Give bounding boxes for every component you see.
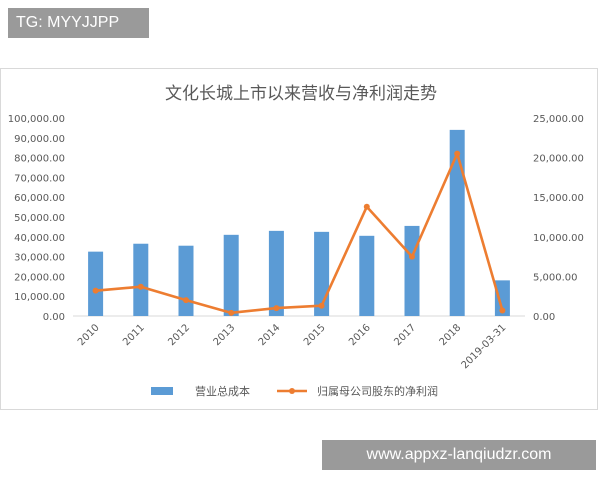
x-tick-label: 2017 [392, 322, 418, 348]
legend-label-line: 归属母公司股东的净利润 [317, 384, 438, 398]
left-tick-label: 70,000.00 [14, 173, 65, 184]
right-tick-label: 10,000.00 [533, 233, 584, 244]
right-tick-label: 5,000.00 [533, 272, 578, 283]
chart-title: 文化长城上市以来营收与净利润走势 [165, 84, 437, 104]
net-profit-line [95, 152, 504, 315]
x-tick-label: 2012 [166, 322, 192, 348]
bar [223, 234, 239, 316]
line-point [499, 307, 506, 314]
line-series [92, 150, 506, 316]
bar [178, 245, 194, 316]
line-point [92, 287, 99, 294]
line-point [363, 203, 370, 210]
x-tick-label: 2010 [76, 322, 102, 348]
legend-swatch-bar [151, 387, 173, 395]
tag-label: TG: MYYJJPP [8, 8, 149, 38]
legend-marker-line [289, 388, 295, 394]
left-tick-label: 0.00 [43, 312, 65, 323]
left-tick-label: 10,000.00 [14, 292, 65, 303]
line-point [228, 309, 235, 316]
bar [404, 225, 420, 316]
left-tick-label: 20,000.00 [14, 272, 65, 283]
chart-frame: 文化长城上市以来营收与净利润走势 0.00 10,000.00 20,000.00 3… [0, 68, 598, 410]
x-tick-label: 2016 [347, 322, 373, 348]
left-tick-label: 60,000.00 [14, 193, 65, 204]
left-tick-label: 90,000.00 [14, 134, 65, 145]
bar [359, 235, 375, 316]
line-point [183, 297, 189, 304]
bar [494, 280, 510, 316]
right-tick-label: 25,000.00 [533, 114, 584, 125]
left-tick-label: 50,000.00 [14, 213, 65, 224]
right-tick-label: 20,000.00 [533, 154, 584, 165]
line-point [318, 302, 325, 309]
x-tick-label: 2019-03-31 [460, 322, 509, 371]
bar [88, 251, 104, 316]
x-tick-label: 2013 [212, 322, 238, 348]
line-point [273, 305, 280, 312]
right-tick-label: 15,000.00 [533, 193, 584, 204]
left-tick-label: 30,000.00 [14, 253, 65, 264]
right-tick-label: 0.00 [533, 312, 555, 323]
bar [268, 230, 284, 316]
x-axis: 2010 2011 2012 2013 2014 2015 2016 2017 20182019… [76, 322, 509, 371]
left-tick-label: 100,000.00 [8, 114, 65, 125]
legend: 营业总成本 归属母公司股东的净利润 [151, 384, 438, 398]
left-tick-label: 40,000.00 [14, 233, 65, 244]
combo-chart: 文化长城上市以来营收与净利润走势 0.00 10,000.00 20,000.00 3… [8, 84, 584, 398]
line-point [137, 283, 144, 290]
bar-series [88, 129, 510, 316]
watermark: www.appxz-lanqiudzr.com [322, 440, 596, 470]
bar [449, 129, 465, 316]
left-tick-label: 80,000.00 [14, 154, 65, 165]
right-axis: 0.00 5,000.00 10,000.00 15,000.00 20,000.00 2… [533, 114, 584, 323]
legend-label-bar: 营业总成本 [195, 384, 250, 398]
x-tick-label: 2011 [121, 322, 147, 348]
left-axis: 0.00 10,000.00 20,000.00 30,000.00 40,000.00… [8, 114, 65, 323]
bar [133, 243, 149, 316]
x-tick-label: 2014 [257, 322, 283, 348]
x-tick-label: 2018 [438, 322, 464, 348]
line-point [409, 253, 415, 260]
line-point [454, 150, 461, 157]
x-tick-label: 2015 [302, 322, 328, 348]
